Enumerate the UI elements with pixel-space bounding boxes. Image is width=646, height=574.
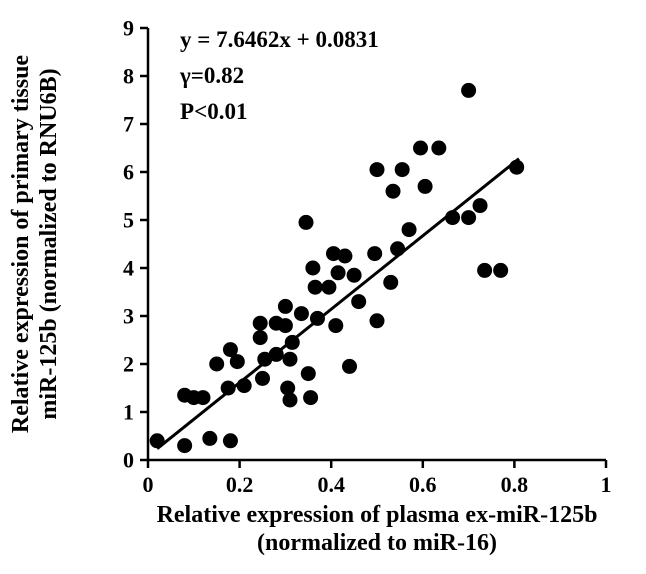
data-point — [321, 280, 336, 295]
data-point — [202, 431, 217, 446]
x-tick-label: 0.6 — [409, 472, 437, 497]
scatter-chart: 0 0.2 0.4 0.6 0.8 1 0 1 2 3 4 5 6 7 8 9 y = 7.6462x + 0.… — [0, 0, 646, 574]
annotation-gamma: γ=0.82 — [179, 63, 244, 88]
y-tick-label: 6 — [123, 160, 134, 185]
data-point — [253, 330, 268, 345]
y-tick-label: 0 — [123, 448, 134, 473]
y-tick-label: 8 — [123, 64, 134, 89]
data-point — [253, 316, 268, 331]
y-axis-title-line2: miR-125b (normalized to RNU6B) — [36, 68, 62, 419]
data-point — [294, 306, 309, 321]
data-point — [493, 263, 508, 278]
data-point — [299, 215, 314, 230]
data-point — [177, 438, 192, 453]
y-tick-label: 7 — [123, 112, 134, 137]
data-point — [473, 198, 488, 213]
data-point — [367, 246, 382, 261]
annotation-equation: y = 7.6462x + 0.0831 — [180, 27, 379, 52]
data-point — [342, 359, 357, 374]
data-point — [461, 210, 476, 225]
y-tick-label: 4 — [123, 256, 134, 281]
annotation-pvalue: P<0.01 — [180, 99, 247, 124]
data-point — [305, 261, 320, 276]
y-tick-label: 2 — [123, 352, 134, 377]
x-tick-label: 0.4 — [317, 472, 345, 497]
data-point — [370, 162, 385, 177]
data-point — [461, 83, 476, 98]
chart-svg: 0 0.2 0.4 0.6 0.8 1 0 1 2 3 4 5 6 7 8 9 y = 7.6462x + 0.… — [0, 0, 646, 574]
data-point — [331, 265, 346, 280]
data-point — [477, 263, 492, 278]
data-point — [308, 280, 323, 295]
data-point — [431, 141, 446, 156]
data-point — [390, 241, 405, 256]
data-point — [383, 275, 398, 290]
y-tick-label: 3 — [123, 304, 134, 329]
x-axis-title-line2: (normalized to miR-16) — [257, 530, 497, 556]
data-point — [370, 313, 385, 328]
data-point — [230, 354, 245, 369]
x-axis-title-line1: Relative expression of plasma ex-miR-125… — [157, 502, 598, 528]
data-point — [351, 294, 366, 309]
data-point — [301, 366, 316, 381]
data-point — [402, 222, 417, 237]
x-tick-label: 0.2 — [226, 472, 254, 497]
data-point — [255, 371, 270, 386]
data-point — [209, 357, 224, 372]
data-point — [282, 352, 297, 367]
data-point — [282, 393, 297, 408]
data-point — [328, 318, 343, 333]
y-tick-label: 5 — [123, 208, 134, 233]
data-point — [303, 390, 318, 405]
x-tick-label: 0.8 — [501, 472, 529, 497]
data-point — [386, 184, 401, 199]
y-tick-label: 9 — [123, 16, 134, 41]
data-point — [418, 179, 433, 194]
data-point — [337, 249, 352, 264]
data-point — [395, 162, 410, 177]
data-point — [347, 268, 362, 283]
x-tick-label: 0 — [143, 472, 154, 497]
data-point — [413, 141, 428, 156]
y-tick-label: 1 — [123, 400, 134, 425]
x-tick-label: 1 — [601, 472, 612, 497]
data-point — [223, 433, 238, 448]
axis-frame — [148, 28, 606, 460]
y-axis-title-line1: Relative expression of primary tissue — [8, 55, 34, 434]
data-point — [278, 299, 293, 314]
data-point — [195, 390, 210, 405]
data-point — [278, 318, 293, 333]
regression-line — [157, 159, 519, 449]
